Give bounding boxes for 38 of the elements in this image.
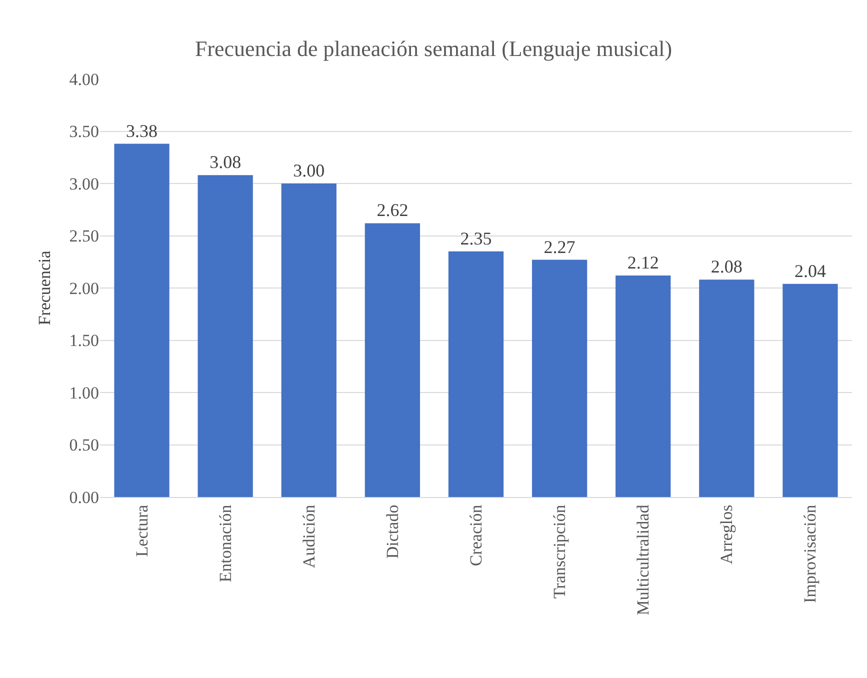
bar: [699, 280, 754, 497]
y-tick-label: 1.50: [69, 331, 99, 350]
bar: [616, 275, 671, 497]
bar: [532, 260, 588, 497]
data-label: 2.27: [544, 236, 576, 257]
data-label: 3.38: [126, 120, 158, 141]
data-label: 2.35: [460, 228, 492, 248]
y-tick-label: 0.50: [69, 436, 99, 455]
bar: [364, 223, 420, 497]
y-axis-title: Frecuencia: [34, 250, 54, 326]
x-tick-label: Lectura: [132, 504, 152, 557]
bar: [281, 184, 336, 497]
data-label: 2.04: [794, 260, 826, 281]
bar: [448, 251, 504, 497]
x-tick-label: Arreglos: [717, 504, 736, 564]
x-tick-label: Improvisación: [800, 504, 820, 604]
y-tick-label: 3.00: [69, 174, 99, 194]
y-tick-label: 3.50: [69, 122, 99, 142]
chart-title: Frecuencia de planeación semanal (Lenguaje musical): [194, 36, 672, 62]
data-label: 2.62: [376, 200, 408, 220]
x-tick-label: Audición: [299, 504, 318, 568]
x-tick-label: Entonación: [216, 504, 235, 582]
x-tick-label: Transcripción: [550, 504, 570, 599]
data-label: 2.08: [710, 256, 742, 277]
bar: [782, 284, 838, 497]
x-tick-label: Dictado: [382, 504, 402, 559]
y-tick-label: 1.00: [69, 383, 99, 402]
x-tick-label: Multicultralidad: [634, 504, 653, 616]
x-tick-label: Creación: [466, 504, 486, 566]
bar: [114, 144, 170, 497]
y-tick-label: 0.00: [69, 488, 99, 507]
data-label: 3.08: [210, 152, 242, 172]
data-label: 2.12: [627, 252, 659, 272]
bar: [198, 175, 253, 497]
data-label: 3.00: [293, 160, 325, 180]
y-tick-label: 4.00: [69, 70, 99, 89]
y-tick-label: 2.00: [69, 278, 99, 298]
y-tick-label: 2.50: [69, 226, 99, 246]
